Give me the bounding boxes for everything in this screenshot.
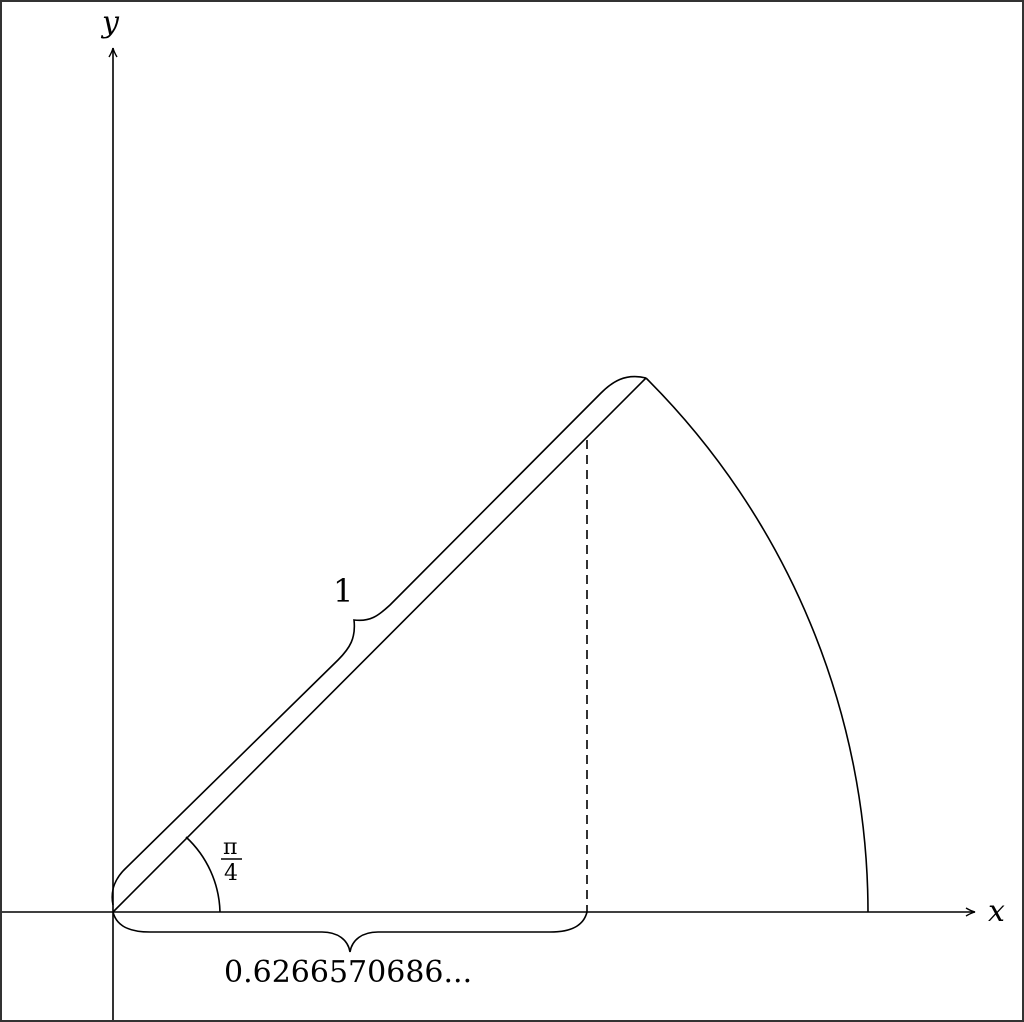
sector-arc	[645, 377, 869, 913]
angle-label-numerator: π	[223, 835, 237, 860]
radius-label: 1	[333, 572, 353, 610]
horizontal-length-label: 0.6266570686...	[224, 955, 472, 990]
horizontal-brace	[112, 911, 588, 953]
x-axis-label: x	[988, 894, 1005, 929]
angle-label-denominator: 4	[224, 861, 238, 886]
radius-line	[112, 377, 647, 913]
radius-brace	[111, 375, 647, 906]
y-axis-label: y	[100, 5, 120, 40]
angle-arc	[185, 836, 221, 913]
